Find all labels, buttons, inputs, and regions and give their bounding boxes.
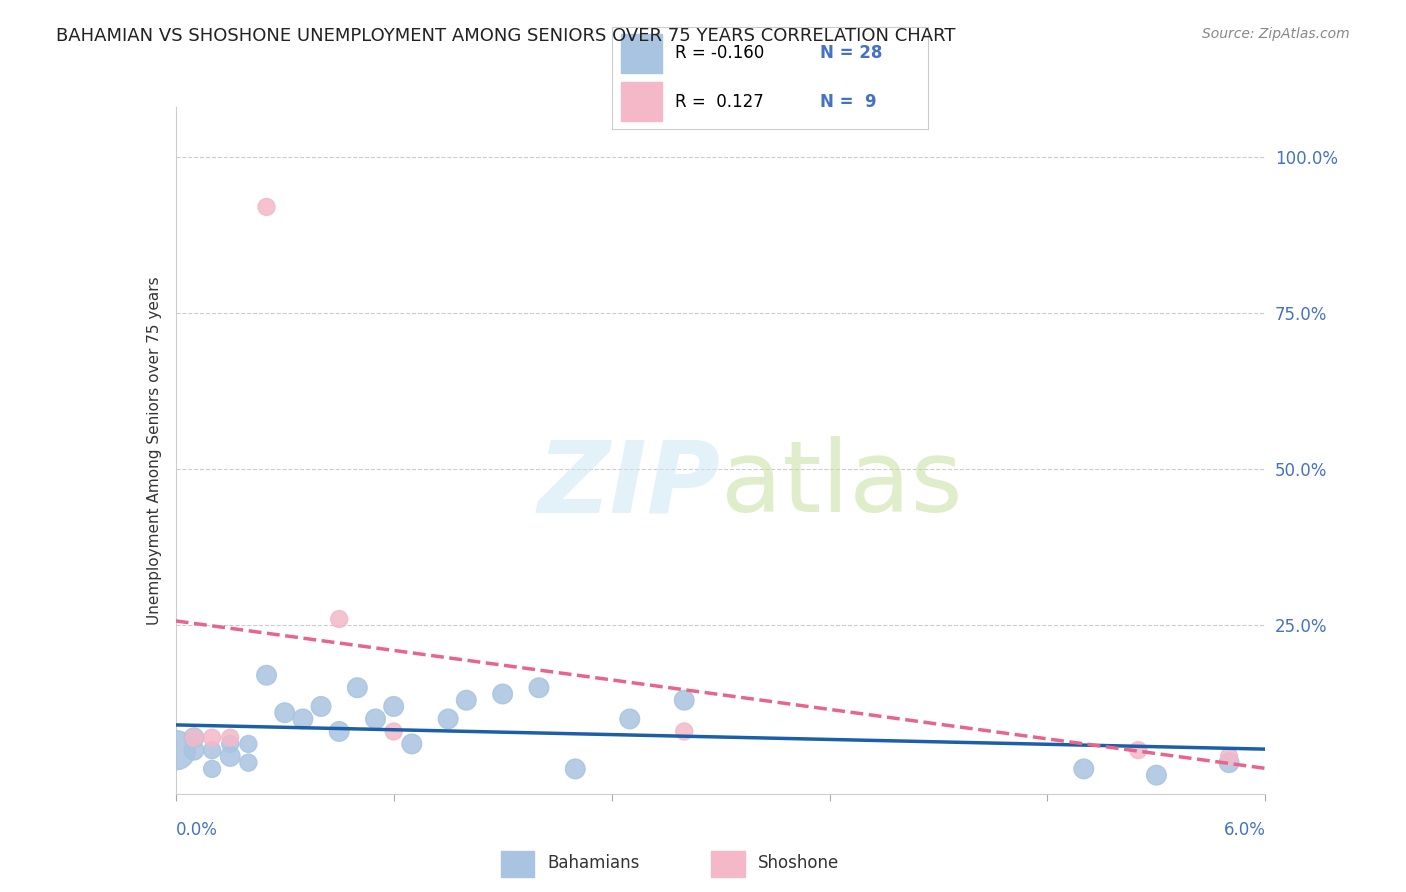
Text: N = 28: N = 28 <box>821 45 883 62</box>
Point <box>219 737 242 751</box>
Point <box>456 693 478 707</box>
Point <box>1128 743 1150 757</box>
Text: atlas: atlas <box>721 436 962 533</box>
Point <box>201 762 224 776</box>
Point <box>219 731 242 745</box>
Point <box>1073 762 1095 776</box>
Point <box>256 200 278 214</box>
Point <box>183 743 205 757</box>
Point <box>673 693 696 707</box>
Text: 0.0%: 0.0% <box>176 822 218 839</box>
Point <box>238 737 260 751</box>
Point <box>619 712 641 726</box>
Point <box>328 724 350 739</box>
Point <box>328 612 350 626</box>
Point <box>382 724 405 739</box>
Text: Shoshone: Shoshone <box>758 854 839 872</box>
Point <box>309 699 332 714</box>
Point <box>256 668 278 682</box>
Point <box>183 731 205 745</box>
Text: BAHAMIAN VS SHOSHONE UNEMPLOYMENT AMONG SENIORS OVER 75 YEARS CORRELATION CHART: BAHAMIAN VS SHOSHONE UNEMPLOYMENT AMONG … <box>56 27 956 45</box>
Text: R = -0.160: R = -0.160 <box>675 45 763 62</box>
Point <box>165 743 187 757</box>
Point <box>219 749 242 764</box>
Text: Bahamians: Bahamians <box>547 854 640 872</box>
Point <box>437 712 460 726</box>
Point <box>238 756 260 770</box>
Text: R =  0.127: R = 0.127 <box>675 93 763 111</box>
Bar <box>711 851 745 877</box>
Bar <box>621 82 662 121</box>
Point <box>183 731 205 745</box>
Bar <box>501 851 534 877</box>
Point <box>492 687 515 701</box>
Text: 6.0%: 6.0% <box>1223 822 1265 839</box>
Point <box>564 762 586 776</box>
Point <box>201 731 224 745</box>
Point <box>364 712 387 726</box>
Point <box>401 737 423 751</box>
Point <box>1146 768 1168 782</box>
Bar <box>621 34 662 73</box>
Point <box>274 706 297 720</box>
Point <box>382 699 405 714</box>
Point <box>1218 756 1240 770</box>
Point <box>291 712 314 726</box>
Text: N =  9: N = 9 <box>821 93 877 111</box>
Y-axis label: Unemployment Among Seniors over 75 years: Unemployment Among Seniors over 75 years <box>146 277 162 624</box>
Point <box>673 724 696 739</box>
Text: Source: ZipAtlas.com: Source: ZipAtlas.com <box>1202 27 1350 41</box>
Point <box>527 681 550 695</box>
Point <box>346 681 368 695</box>
Point <box>1218 749 1240 764</box>
Point <box>201 743 224 757</box>
Text: ZIP: ZIP <box>537 436 721 533</box>
